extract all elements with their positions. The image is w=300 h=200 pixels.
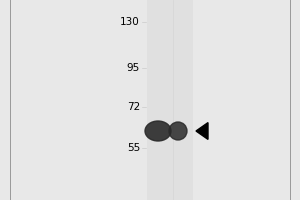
Text: 72: 72	[127, 102, 140, 112]
Polygon shape	[196, 123, 208, 139]
Ellipse shape	[145, 121, 171, 141]
Text: 55: 55	[127, 143, 140, 153]
Text: 95: 95	[127, 63, 140, 73]
Text: 130: 130	[120, 17, 140, 27]
Bar	[147, 0, 193, 200]
Ellipse shape	[169, 122, 187, 140]
